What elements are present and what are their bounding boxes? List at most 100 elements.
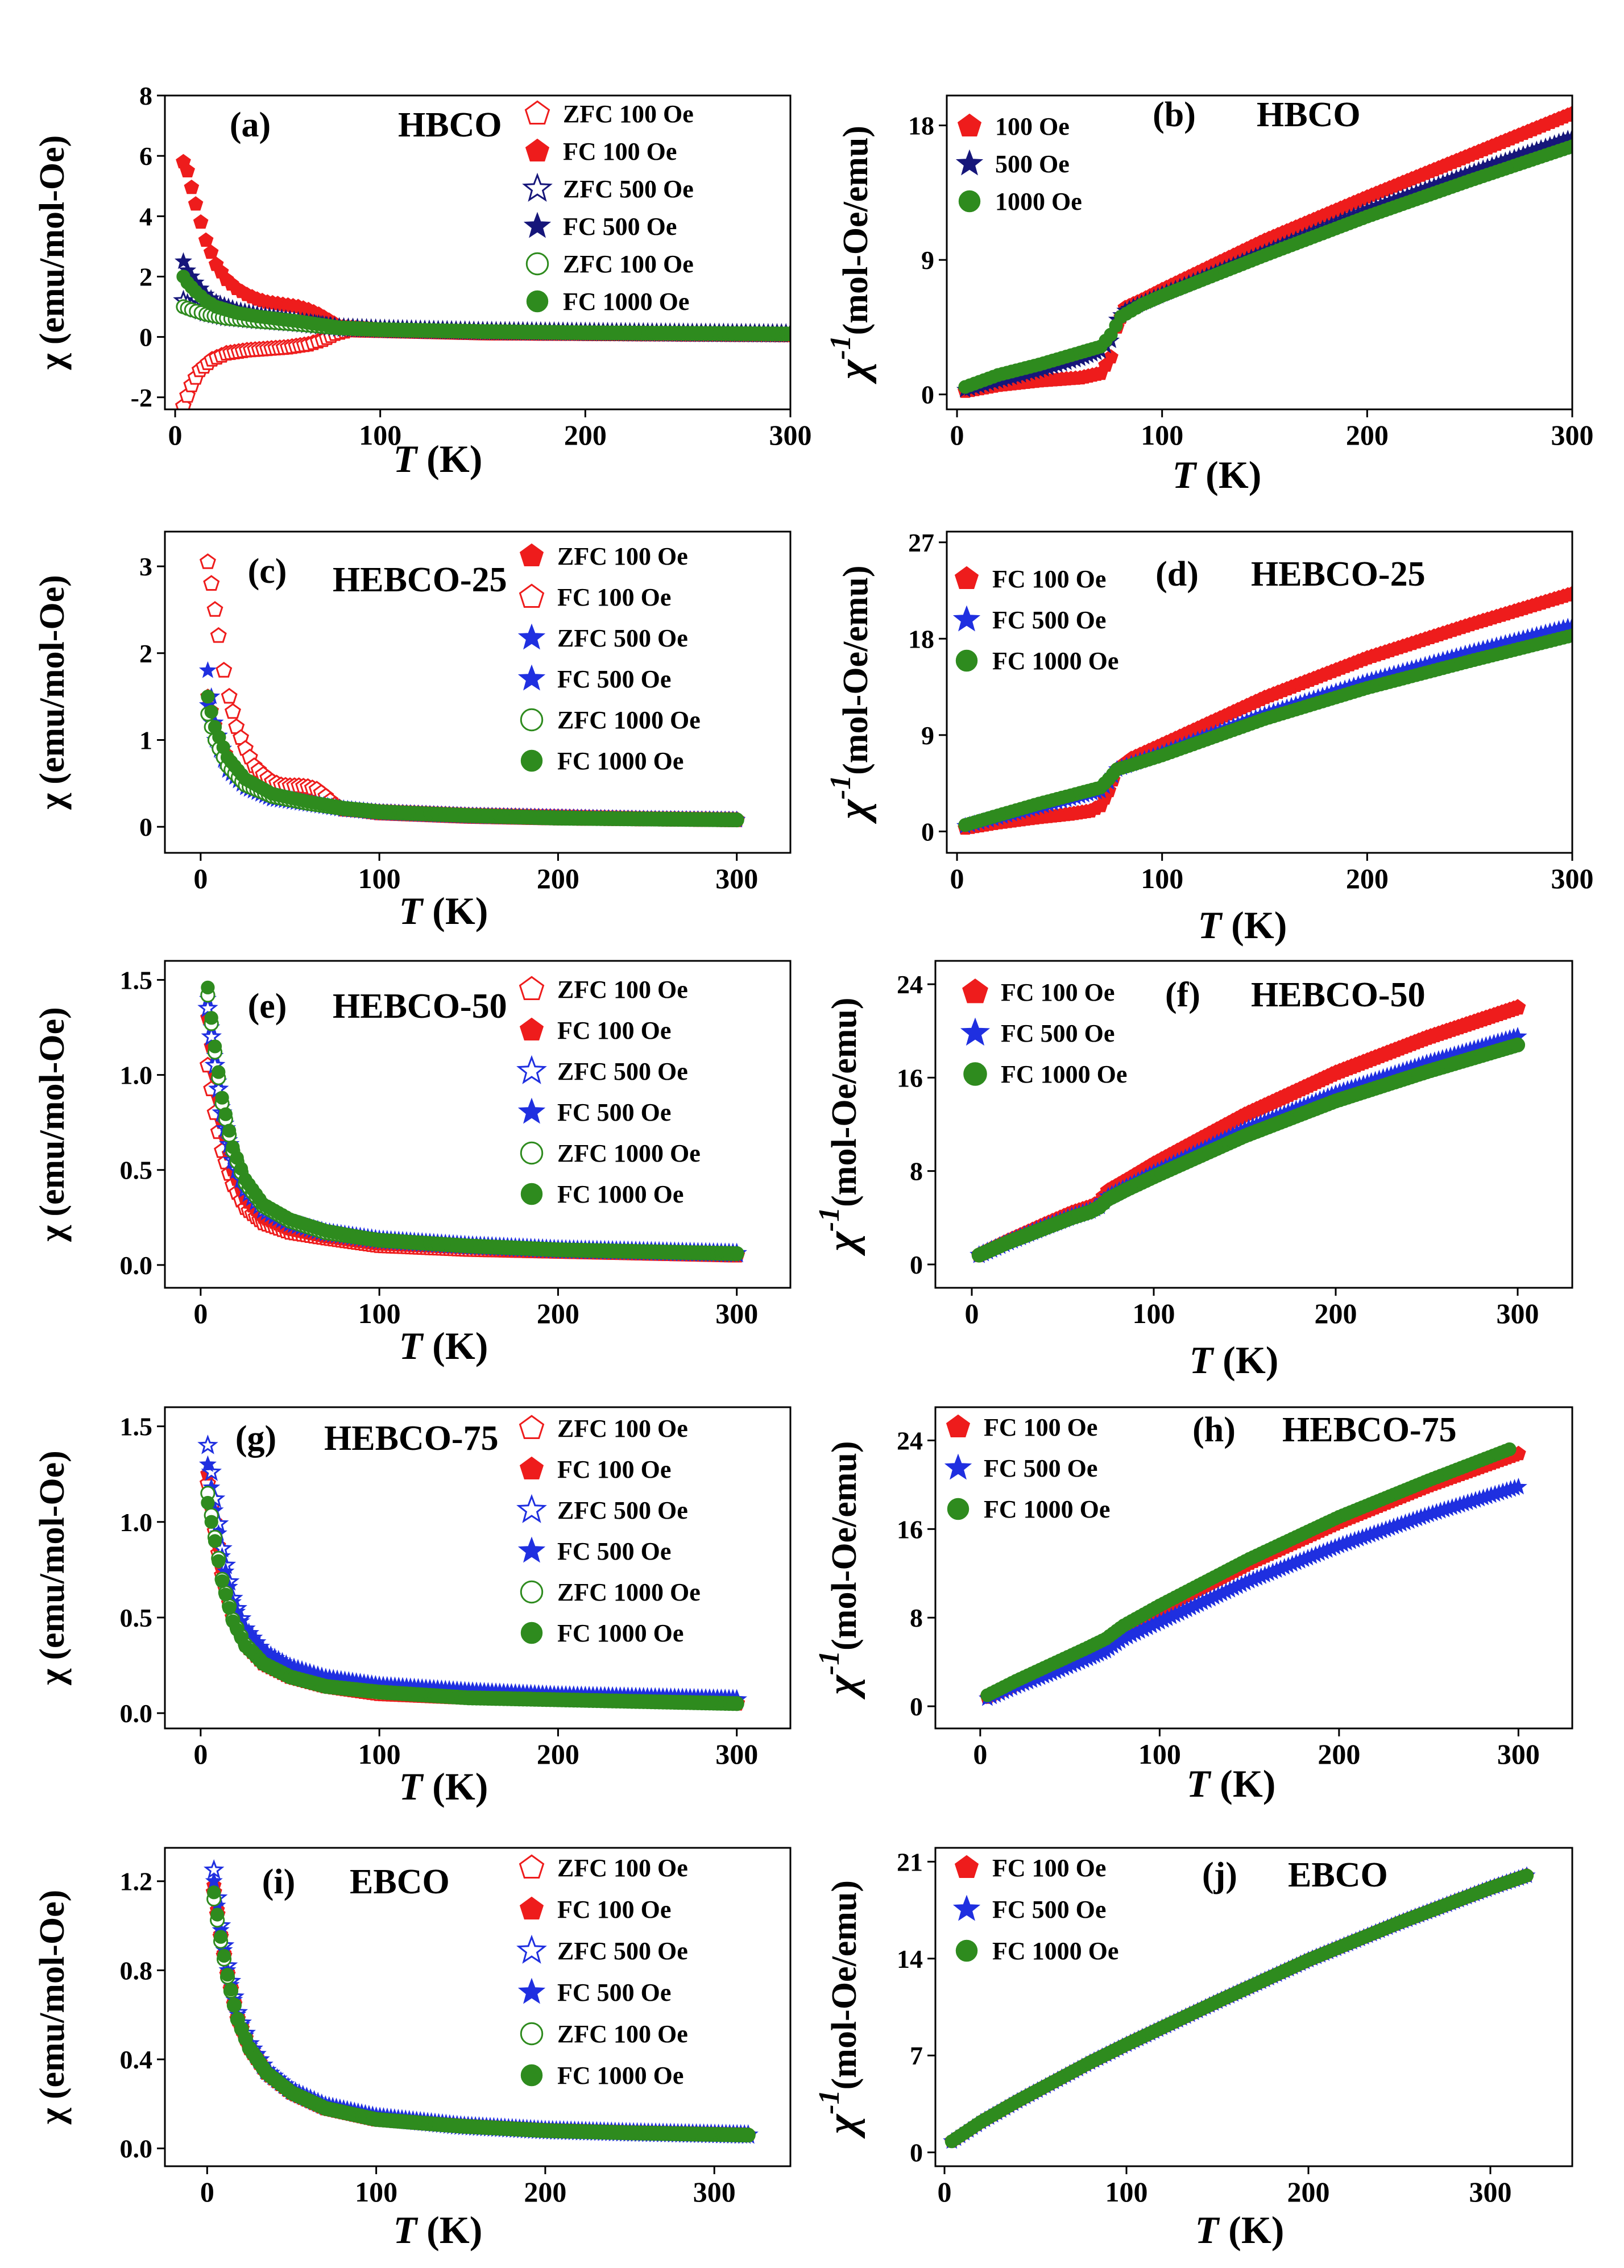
legend-marker xyxy=(517,1097,546,1124)
y-tick-label: 1.5 xyxy=(120,965,153,994)
y-axis-label: χ-1(mol-Oe/emu) xyxy=(825,565,877,824)
data-point xyxy=(1563,616,1572,633)
y-tick-label: 0.5 xyxy=(120,1156,153,1185)
y-axis-superscript: -1 xyxy=(813,1207,846,1232)
series-f-2 xyxy=(971,1037,1526,1263)
x-axis-unit: (K) xyxy=(422,889,488,932)
legend-entry: 1000 Oe xyxy=(995,188,1082,215)
y-tick-label: 4 xyxy=(139,202,152,231)
y-tick-label: 1 xyxy=(139,725,152,754)
legend-entry: FC 1000 Oe xyxy=(557,747,683,775)
legend-marker xyxy=(517,1536,546,1563)
x-tick-label: 100 xyxy=(1141,419,1183,451)
legend-entry: FC 100 Oe xyxy=(557,583,671,611)
panel-label: (g) xyxy=(235,1419,276,1458)
legend-marker xyxy=(519,1415,545,1439)
data-point xyxy=(1509,998,1526,1015)
x-axis-unit: (K) xyxy=(422,1324,488,1367)
legend-entry: ZFC 100 Oe xyxy=(557,542,688,570)
legend-marker xyxy=(520,749,543,772)
x-axis-label: T (K) xyxy=(399,1765,488,1808)
x-tick-label: 200 xyxy=(1346,863,1389,894)
x-axis-label: T (K) xyxy=(1173,453,1262,496)
y-tick-label: -2 xyxy=(131,383,152,412)
legend-entry: ZFC 100 Oe xyxy=(557,976,688,1004)
y-axis-label: χ-1(mol-Oe/emu) xyxy=(813,997,865,1256)
x-tick-label: 200 xyxy=(1346,419,1389,451)
panel-title: HBCO xyxy=(1257,96,1361,134)
y-tick-label: 1.0 xyxy=(120,1061,153,1090)
x-tick-label: 200 xyxy=(537,1297,579,1329)
data-point xyxy=(206,601,223,617)
legend-marker xyxy=(960,1017,991,1046)
data-point xyxy=(215,1574,229,1589)
data-point xyxy=(221,687,238,704)
panel-title: HBCO xyxy=(398,106,502,144)
legend-marker xyxy=(520,1580,544,1604)
y-axis-unit: (mol-Oe/emu) xyxy=(836,565,875,774)
y-tick-label: 9 xyxy=(921,721,934,750)
x-tick-label: 100 xyxy=(358,863,401,894)
series-b-2 xyxy=(958,139,1572,394)
axes-frame xyxy=(164,960,792,1289)
data-point xyxy=(197,997,218,1018)
x-tick-label: 100 xyxy=(1133,1297,1175,1329)
x-axis-label: T (K) xyxy=(1198,903,1287,947)
legend-entry: FC 1000 Oe xyxy=(557,1180,683,1208)
x-tick-label: 0 xyxy=(168,419,183,451)
x-tick-label: 100 xyxy=(359,419,401,451)
x-axis-symbol: T xyxy=(399,1765,424,1808)
legend-entry: 500 Oe xyxy=(995,150,1070,178)
legend-marker xyxy=(519,976,545,1000)
x-tick-label: 0 xyxy=(965,1297,979,1329)
x-tick-label: 0 xyxy=(193,863,208,894)
series-d-2 xyxy=(958,628,1572,832)
legend-marker xyxy=(516,1055,547,1084)
y-axis-superscript: -1 xyxy=(825,335,857,359)
y-axis-label: χ (emu/mol-Oe) xyxy=(33,1007,72,1242)
x-tick-label: 0 xyxy=(950,419,964,451)
axes-frame xyxy=(946,94,1573,411)
y-tick-label: 0.0 xyxy=(120,1251,153,1280)
series-g-5 xyxy=(201,1496,744,1711)
y-axis-symbol: χ xyxy=(819,1231,865,1257)
y-axis-symbol: χ xyxy=(830,359,877,384)
data-point xyxy=(198,661,217,678)
legend-marker xyxy=(517,623,546,650)
plot-area-f xyxy=(970,998,1527,1263)
legend-marker xyxy=(517,664,546,691)
legend-marker xyxy=(523,212,552,238)
y-tick-label: 0 xyxy=(139,323,152,352)
legend-marker xyxy=(526,290,549,313)
data-point xyxy=(208,1534,222,1548)
series-c-5 xyxy=(201,690,744,827)
x-axis-symbol: T xyxy=(1198,903,1223,947)
y-tick-label: 9 xyxy=(921,246,934,275)
y-tick-label: 0.5 xyxy=(120,1603,153,1632)
legend-entry: ZFC 1000 Oe xyxy=(557,1578,701,1606)
legend-entry: FC 500 Oe xyxy=(557,1537,671,1565)
data-point xyxy=(730,1246,744,1261)
data-point xyxy=(218,1107,233,1121)
x-tick-label: 200 xyxy=(564,419,607,451)
x-axis-symbol: T xyxy=(1173,453,1198,496)
x-axis-label: T (K) xyxy=(1190,1338,1279,1382)
y-tick-label: 0 xyxy=(921,817,934,846)
legend-marker xyxy=(516,1494,547,1523)
data-point xyxy=(1564,586,1572,600)
data-point xyxy=(198,232,214,247)
y-tick-label: 27 xyxy=(908,528,934,557)
legend-marker xyxy=(522,172,553,202)
legend-entry: FC 1000 Oe xyxy=(992,647,1118,675)
data-point xyxy=(210,627,227,643)
y-axis-unit: (mol-Oe/emu) xyxy=(825,997,864,1206)
legend-entry: FC 500 Oe xyxy=(1001,1019,1115,1047)
legend-marker xyxy=(955,649,978,672)
